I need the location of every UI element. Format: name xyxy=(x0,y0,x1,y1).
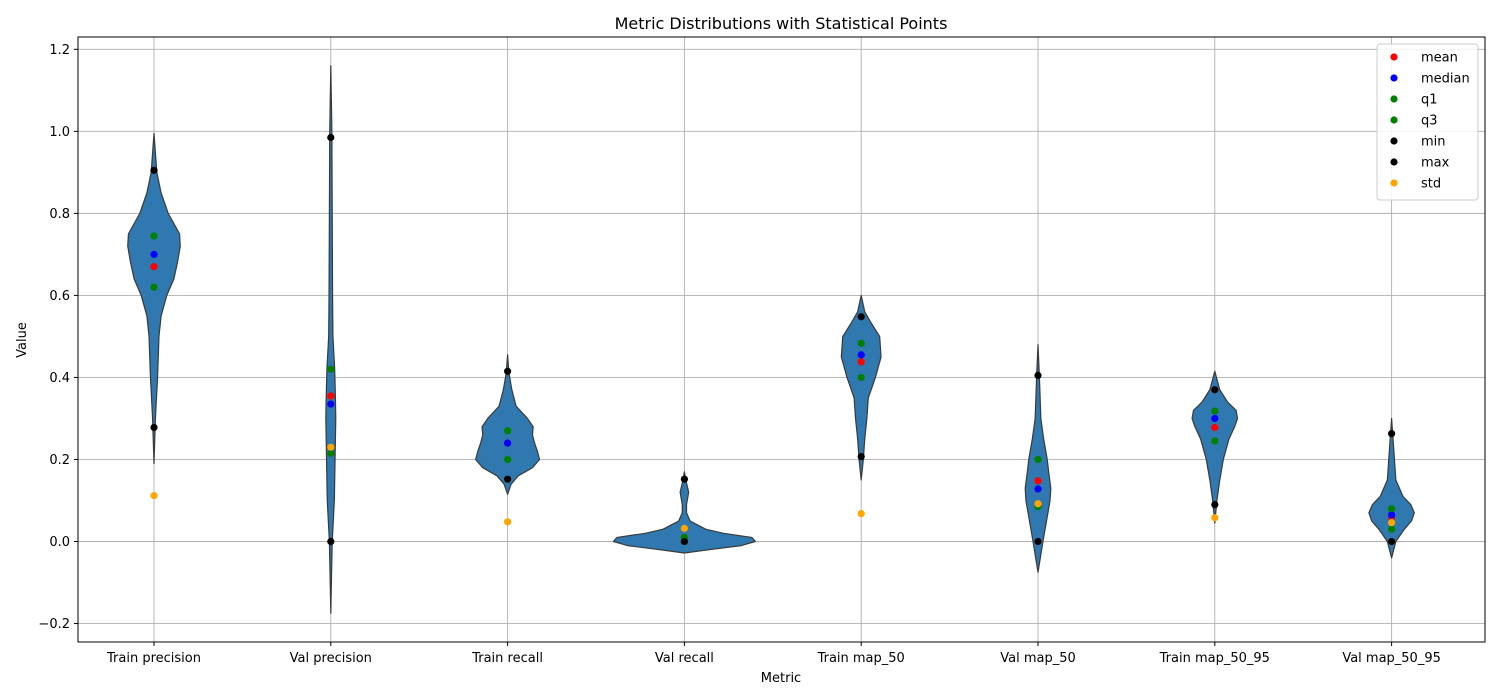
stat-point-q1 xyxy=(1211,437,1219,445)
x-tick-label: Train recall xyxy=(471,651,543,666)
x-tick-label: Val recall xyxy=(655,651,714,666)
stat-point-q1 xyxy=(857,373,865,382)
stat-point-max xyxy=(680,475,689,483)
plot-area: −0.2 0.0 0.2 0.4 0.6 0.8 1.0 1.2 Train precision… xyxy=(38,36,1486,666)
violin-body xyxy=(1368,417,1415,559)
stat-point-min xyxy=(1211,500,1219,509)
legend: mean median q1 q3 min max std xyxy=(1376,43,1479,201)
y-tick-label: 0.6 xyxy=(49,289,70,304)
stat-point-std xyxy=(1388,519,1396,527)
stat-point-std xyxy=(504,518,512,526)
axes-frame xyxy=(77,36,1486,643)
violin-body xyxy=(612,471,756,554)
legend-label: median xyxy=(1421,72,1470,87)
legend-marker xyxy=(1390,179,1398,187)
legend-marker xyxy=(1390,137,1398,145)
legend-label: max xyxy=(1421,156,1450,171)
stat-point-mean xyxy=(857,358,865,366)
y-tick-label: −0.2 xyxy=(38,617,70,632)
stat-point-min xyxy=(504,475,512,483)
x-tick-label: Train map_50 xyxy=(817,651,905,666)
y-tick-label: 0.4 xyxy=(49,371,70,386)
stat-point-min xyxy=(680,537,689,546)
stat-point-median xyxy=(857,351,865,359)
stat-point-q3 xyxy=(1211,407,1219,415)
stat-point-max xyxy=(1034,371,1042,379)
violin-body xyxy=(325,65,337,614)
stat-point-q1 xyxy=(150,283,158,291)
stat-point-median xyxy=(1034,485,1042,493)
stat-point-mean xyxy=(327,392,335,400)
stat-point-std xyxy=(150,491,158,500)
violin-body xyxy=(840,294,882,481)
stat-point-min xyxy=(150,423,158,432)
legend-box xyxy=(1376,43,1479,201)
y-tick-label: 0.2 xyxy=(49,453,70,468)
legend-marker xyxy=(1390,158,1398,166)
stat-point-median xyxy=(150,250,158,258)
x-tick-label: Val precision xyxy=(290,651,372,666)
stat-point-std xyxy=(327,443,335,451)
stat-point-min xyxy=(1034,537,1042,546)
stat-point-mean xyxy=(1034,477,1042,485)
violin-body xyxy=(1191,370,1239,524)
stat-point-q3 xyxy=(857,339,865,347)
stat-point-q3 xyxy=(327,365,335,373)
x-tick-label: Val map_50 xyxy=(1000,651,1076,666)
stat-point-min xyxy=(1388,537,1396,546)
stat-point-mean xyxy=(150,263,158,271)
stat-point-q1 xyxy=(1388,525,1396,533)
stat-point-min xyxy=(857,453,865,461)
x-axis-title: Metric xyxy=(761,671,801,686)
stat-point-std xyxy=(1034,500,1042,508)
stat-point-std xyxy=(680,524,689,532)
legend-marker xyxy=(1390,116,1398,124)
stat-point-max xyxy=(504,367,512,375)
y-tick-label: 0.8 xyxy=(49,207,70,222)
legend-label: min xyxy=(1421,135,1446,150)
y-tick-label: 0.0 xyxy=(49,535,70,550)
legend-label: q1 xyxy=(1421,93,1438,108)
stat-point-std xyxy=(857,510,865,518)
y-tick-label: 1.2 xyxy=(49,43,70,58)
x-tick-label: Train precision xyxy=(106,651,201,666)
stat-point-q3 xyxy=(150,232,158,240)
x-tick-label: Train map_50_95 xyxy=(1159,651,1270,666)
y-tick-label: 1.0 xyxy=(49,125,70,140)
stat-point-median xyxy=(504,439,512,447)
stat-point-max xyxy=(857,313,865,321)
stat-point-max xyxy=(1388,430,1396,438)
legend-label: q3 xyxy=(1421,114,1438,129)
stat-point-q3 xyxy=(1034,455,1042,464)
stat-point-std xyxy=(1211,514,1219,522)
legend-marker xyxy=(1390,95,1398,103)
chart-title: Metric Distributions with Statistical Po… xyxy=(615,14,948,33)
stat-point-median xyxy=(1211,414,1219,423)
stat-point-median xyxy=(327,400,335,408)
y-axis-title: Value xyxy=(15,322,30,358)
stat-point-mean xyxy=(1211,423,1219,432)
x-tick-label: Val map_50_95 xyxy=(1342,651,1441,666)
stat-point-q1 xyxy=(327,449,335,457)
axes-background xyxy=(78,37,1485,642)
stat-point-median xyxy=(1388,511,1396,519)
stat-point-max xyxy=(1211,386,1219,394)
stat-point-min xyxy=(327,537,335,546)
stat-point-max xyxy=(150,166,158,174)
stat-point-max xyxy=(327,133,335,142)
legend-marker xyxy=(1390,53,1398,61)
legend-label: std xyxy=(1421,177,1441,192)
legend-marker xyxy=(1390,74,1398,82)
legend-label: mean xyxy=(1421,51,1458,66)
violin-body xyxy=(127,132,181,465)
stat-point-q1 xyxy=(504,455,512,464)
violin-body xyxy=(475,354,541,495)
stat-point-q3 xyxy=(1388,505,1396,513)
stat-point-q3 xyxy=(504,427,512,435)
